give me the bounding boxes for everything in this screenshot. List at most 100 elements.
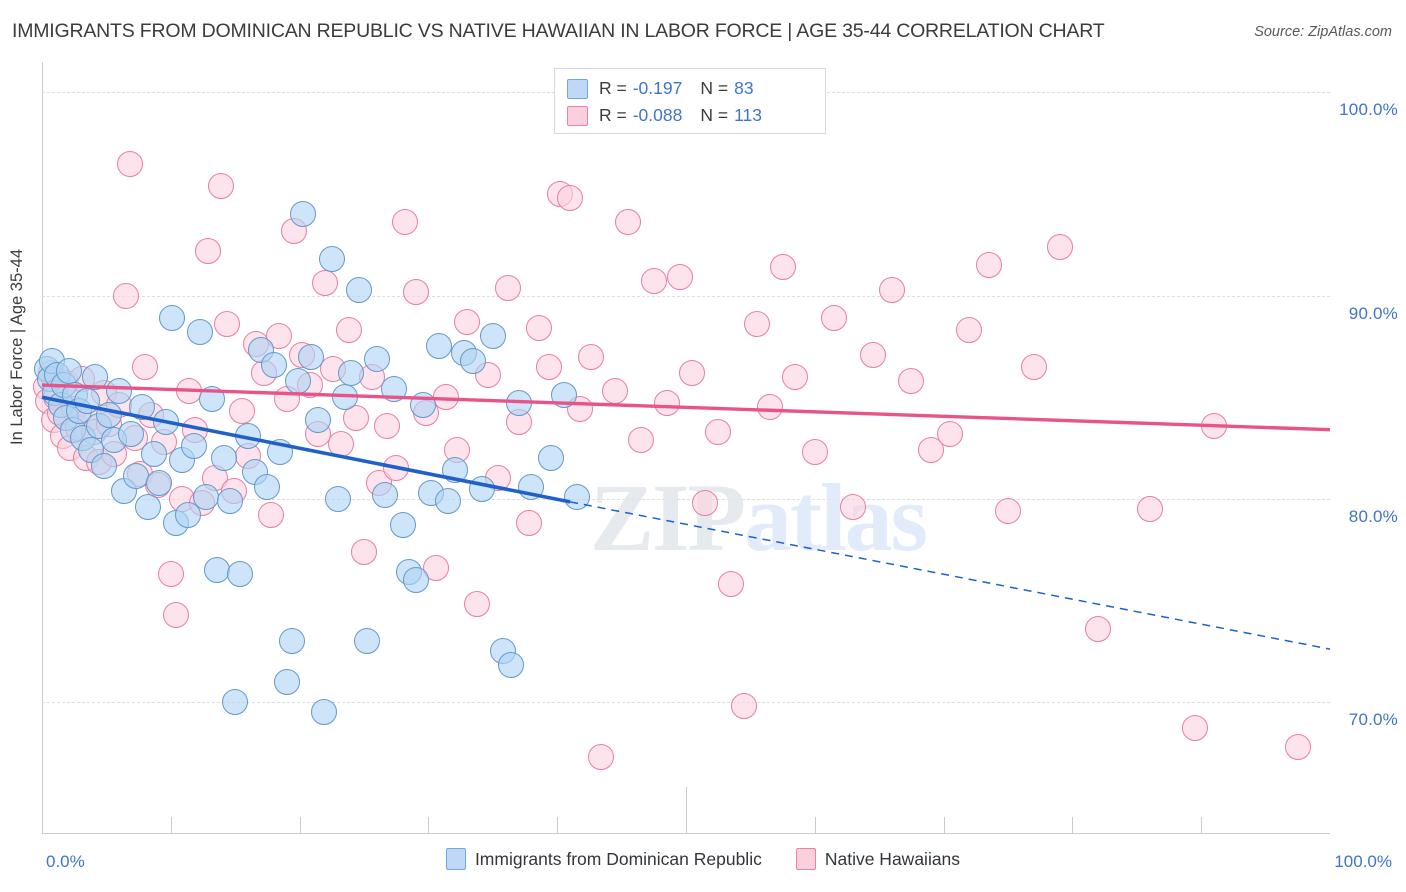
trend-line-hawaiian (41, 383, 1331, 432)
plot-area: ZIPatlas (32, 62, 1331, 834)
scatter-point (106, 378, 133, 405)
scatter-point (692, 489, 719, 516)
stat-row: R = -0.197 N = 83 (567, 75, 815, 102)
scatter-point (192, 483, 219, 510)
scatter-point (821, 304, 848, 331)
scatter-point (112, 282, 139, 309)
scatter-point (756, 394, 783, 421)
scatter-point (615, 209, 642, 236)
r-label-blue: R = (599, 78, 627, 98)
scatter-point (402, 278, 429, 305)
scatter-point (285, 367, 312, 394)
y-tick-label: 80.0% (1348, 506, 1398, 526)
scatter-point (460, 347, 487, 374)
scatter-point (228, 398, 255, 425)
scatter-point (434, 487, 461, 514)
scatter-point (859, 341, 886, 368)
scatter-point (937, 420, 964, 447)
x-axis-min-label: 0.0% (46, 852, 85, 871)
scatter-point (627, 426, 654, 453)
trend-line-dominican-dashed (569, 501, 1331, 650)
x-tick-20 (299, 817, 301, 834)
scatter-point (298, 343, 325, 370)
page-title: IMMIGRANTS FROM DOMINICAN REPUBLIC VS NA… (12, 20, 1105, 42)
scatter-point (123, 463, 150, 490)
scatter-point (187, 319, 214, 346)
scatter-point (479, 323, 506, 350)
x-tick-30 (428, 817, 430, 834)
correlation-stats-box: R = -0.197 N = 83 R = -0.088 N = 113 (554, 68, 826, 134)
scatter-point (577, 343, 604, 370)
x-tick-80 (1072, 817, 1074, 834)
scatter-point (1284, 733, 1311, 760)
scatter-point (666, 264, 693, 291)
x-tick-70 (943, 817, 945, 834)
scatter-point (495, 274, 522, 301)
scatter-point (782, 363, 809, 390)
scatter-point (116, 150, 143, 177)
scatter-point (290, 201, 317, 228)
series-swatch-pink (567, 105, 588, 126)
r-value-blue: -0.197 (632, 78, 683, 98)
scatter-point (134, 493, 161, 520)
x-tick-90 (1201, 817, 1203, 834)
y-tick-label: 70.0% (1348, 709, 1398, 729)
scatter-point (351, 538, 377, 565)
scatter-point (1136, 495, 1163, 522)
scatter-point (278, 628, 305, 654)
scatter-point (801, 439, 828, 466)
scatter-point (537, 445, 564, 472)
x-tick-60 (814, 817, 816, 834)
scatter-point (141, 441, 168, 468)
scatter-point (995, 497, 1021, 524)
scatter-point (338, 359, 365, 386)
scatter-point (1046, 233, 1073, 260)
gridline-70 (42, 701, 1330, 703)
x-tick-50 (686, 787, 687, 834)
scatter-point (260, 351, 287, 378)
scatter-point (318, 246, 345, 273)
scatter-point (389, 512, 416, 539)
source-label: Source: ZipAtlas.com (1254, 24, 1392, 40)
scatter-point (208, 172, 235, 199)
scatter-point (898, 367, 925, 394)
scatter-point (258, 502, 285, 529)
n-label-pink: N = (700, 105, 729, 125)
n-label-blue: N = (700, 78, 729, 98)
scatter-point (1181, 715, 1208, 742)
scatter-point (311, 699, 338, 726)
scatter-point (975, 252, 1002, 279)
scatter-point (335, 317, 362, 344)
scatter-point (157, 560, 184, 587)
scatter-point (217, 487, 244, 514)
scatter-point (214, 311, 241, 338)
legend-item-hawaiian[interactable]: Native Hawaiians (795, 848, 961, 870)
legend-swatch-dominican (445, 848, 466, 870)
legend-swatch-hawaiian (795, 848, 816, 870)
scatter-point (204, 556, 231, 583)
legend-label-hawaiian: Native Hawaiians (824, 848, 961, 869)
scatter-point (917, 437, 944, 464)
scatter-point (273, 668, 300, 695)
scatter-point (402, 567, 429, 594)
y-axis-title: In Labor Force | Age 35-44 (8, 249, 26, 445)
scatter-point (769, 254, 796, 281)
scatter-point (312, 270, 339, 297)
scatter-point (74, 388, 101, 415)
scatter-point (705, 418, 732, 445)
series-swatch-blue (567, 78, 588, 99)
stat-row: R = -0.088 N = 113 (567, 102, 815, 129)
x-axis-max-label: 100.0% (1334, 852, 1392, 871)
legend-item-dominican[interactable]: Immigrants from Dominican Republic (445, 848, 762, 870)
scatter-point (536, 353, 563, 380)
series-legend: Immigrants from Dominican Republic Nativ… (0, 848, 1406, 870)
scatter-point (304, 406, 331, 433)
scatter-point (195, 237, 222, 264)
scatter-point (730, 693, 757, 719)
scatter-point (146, 469, 173, 496)
scatter-point (325, 485, 352, 512)
legend-label-dominican: Immigrants from Dominican Republic (474, 848, 762, 869)
trend-lines (41, 383, 1331, 650)
scatter-point (454, 309, 481, 336)
scatter-point (425, 333, 452, 360)
